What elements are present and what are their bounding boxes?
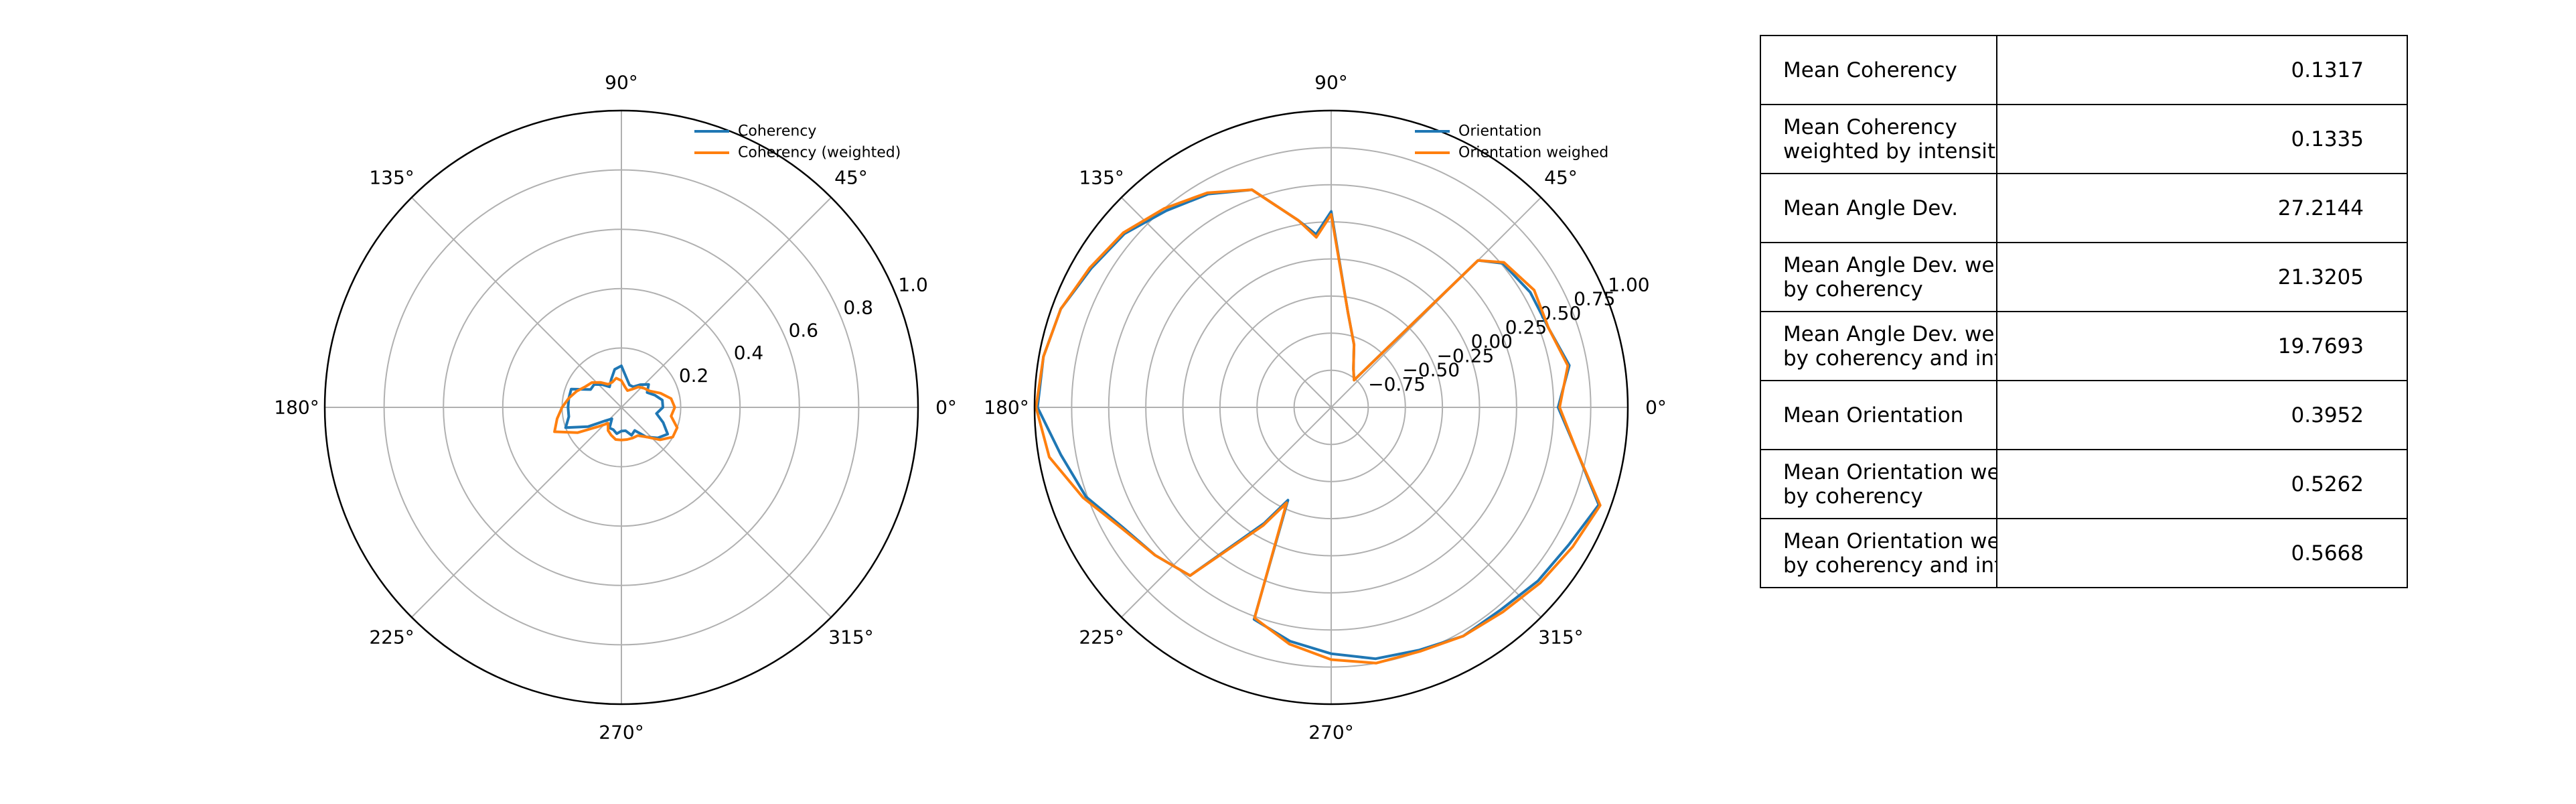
metric-value: 0.1335 [1996,104,2408,174]
metric-label-cell: Mean Orientation we by coherency [1760,449,1997,519]
theta-tick-label: 315° [828,626,873,648]
metric-label: by coherency and int [1783,346,1997,371]
theta-tick-label: 270° [1308,722,1353,744]
metric-label-cell: Mean Angle Dev. we by coherency and int [1760,311,1997,381]
series-line-orientation-weighed [1035,188,1602,665]
angular-gridline [621,197,832,408]
theta-tick-label: 90° [605,72,638,94]
metric-value: 0.3952 [1996,380,2408,450]
theta-tick-label: 270° [599,722,643,744]
metric-label: weighted by intensit [1783,139,1996,163]
theta-tick-label: 90° [1314,72,1348,94]
metric-label-cell: Mean Coherency weighted by intensit [1760,104,1997,174]
theta-tick-label: 0° [1645,397,1667,419]
r-tick-label: 1.00 [1608,273,1649,295]
series-line-coherency-weighted- [553,377,679,442]
legend-label: Coherency [738,123,816,140]
theta-tick-label: 135° [1079,167,1124,189]
metric-label: by coherency [1783,277,1923,302]
table-row: Mean Angle Dev. we by coherency and int 19… [1760,311,2408,381]
metric-value: 21.3205 [1996,242,2408,312]
r-tick-label: −0.25 [1436,344,1494,366]
legend-label: Orientation weighed [1458,145,1608,161]
metric-label: Mean Angle Dev. we [1783,253,1995,277]
r-tick-label: 0.00 [1471,330,1513,352]
statistics-table: Mean Coherency 0.1317 Mean Coherency weight… [1760,35,2408,588]
metric-label: Mean Coherency [1783,58,1957,82]
metric-value: 19.7693 [1996,311,2408,381]
metric-label: Mean Orientation we [1783,460,1997,484]
table-row: Mean Angle Dev. 27.2144 [1760,173,2408,243]
metric-label: by coherency [1783,484,1923,509]
theta-tick-label: 0° [935,397,957,419]
metric-label: Mean Coherency [1783,115,1957,139]
metric-label: Mean Angle Dev. [1783,196,1959,220]
metric-value: 0.5262 [1996,449,2408,519]
metric-label: by coherency and int [1783,553,1997,578]
r-tick-label: 0.2 [679,364,709,387]
table-row: Mean Angle Dev. we by coherency 21.3205 [1760,242,2408,312]
metric-label: Mean Angle Dev. we [1783,322,1995,346]
metric-label-cell: Mean Angle Dev. [1760,173,1997,243]
polar-frame [323,109,919,706]
theta-tick-label: 180° [984,397,1029,419]
metric-label-cell: Mean Angle Dev. we by coherency [1760,242,1997,312]
metric-label-cell: Mean Orientation [1760,380,1997,450]
r-tick-label: 0.6 [789,319,819,341]
legend-label: Orientation [1458,123,1541,140]
r-tick-label: 1.0 [898,273,928,295]
r-tick-label: 0.4 [734,342,764,364]
metric-value: 27.2144 [1996,173,2408,243]
angular-gridline [1331,407,1541,618]
r-tick-label: −0.75 [1368,373,1426,395]
metric-label-cell: Mean Coherency [1760,35,1997,105]
r-tick-label: −0.50 [1402,359,1460,381]
theta-tick-label: 135° [369,167,414,189]
orientation-polar-chart: 0° 45° 90° 135° 180° 225° 270° 315° −0.75−0.50−0… [984,72,1667,744]
r-tick-label: 0.25 [1505,316,1547,338]
coherency-polar-chart: 0° 45° 90° 135° 180° 225° 270° 315° 0.2 0.4 0.6 0.8… [274,72,957,744]
table-row: Mean Coherency 0.1317 [1760,35,2408,105]
theta-tick-label: 45° [834,167,868,189]
angular-gridline [1121,197,1332,408]
metric-label: Mean Orientation [1783,403,1964,427]
legend-label: Coherency (weighted) [738,145,901,161]
r-tick-label: 0.8 [843,296,873,318]
r-tick-label: 0.75 [1574,288,1615,310]
theta-tick-label: 225° [1079,626,1124,648]
metric-value: 0.1317 [1996,35,2408,105]
theta-tick-label: 225° [369,626,414,648]
polar-frame [1033,109,1629,706]
table-row: Mean Coherency weighted by intensit 0.1335 [1760,104,2408,174]
angular-gridline [1121,407,1332,618]
table-row: Mean Orientation we by coherency 0.5262 [1760,449,2408,519]
theta-tick-label: 315° [1538,626,1583,648]
metric-label: Mean Orientation we [1783,529,1997,553]
theta-tick-label: 45° [1544,167,1578,189]
metric-value: 0.5668 [1996,518,2408,588]
angular-gridline [411,407,622,618]
metric-label-cell: Mean Orientation we by coherency and int [1760,518,1997,588]
series-line-coherency [564,364,670,440]
angular-gridline [411,197,622,408]
theta-tick-label: 180° [274,397,319,419]
angular-gridline [621,407,832,618]
table-row: Mean Orientation 0.3952 [1760,380,2408,450]
table-row: Mean Orientation we by coherency and int 0… [1760,518,2408,588]
